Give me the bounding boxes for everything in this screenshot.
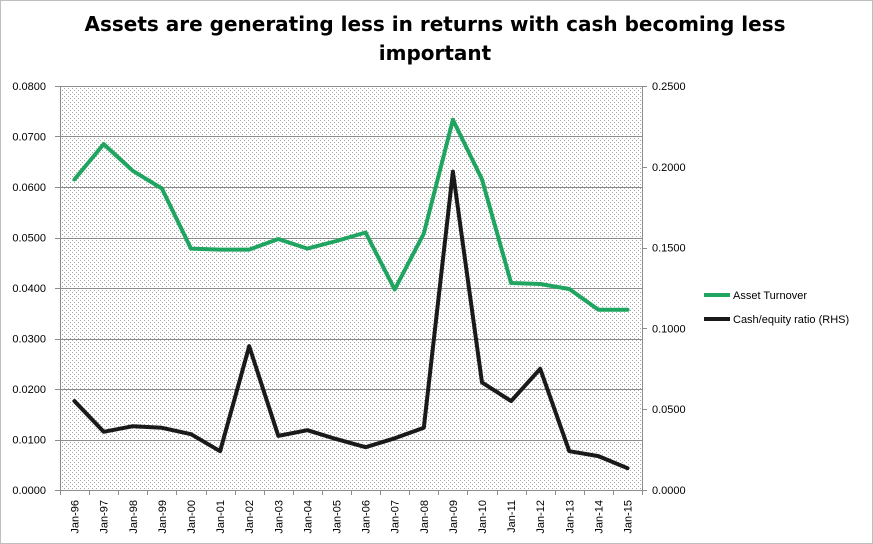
y-left-tick-label: 0.0200 (12, 384, 46, 396)
x-tick-label: Jan-09 (448, 500, 460, 534)
y-left-tick-label: 0.0800 (12, 81, 46, 93)
x-tick-label: Jan-99 (157, 500, 169, 534)
x-tick-label: Jan-97 (99, 500, 111, 534)
legend-label-cash-equity-ratio-rhs: Cash/equity ratio (RHS) (733, 314, 849, 326)
x-tick-label: Jan-11 (506, 500, 518, 533)
y-left-tick-label: 0.0400 (12, 283, 46, 295)
x-tick-label: Jan-06 (361, 500, 373, 534)
x-tick-label: Jan-01 (215, 500, 227, 534)
y-left-tick-label: 0.0000 (12, 485, 46, 497)
chart-title: Assets are generating less in returns wi… (84, 12, 786, 65)
x-tick-label: Jan-04 (302, 500, 314, 534)
x-tick-label: Jan-07 (390, 500, 402, 534)
series-line-asset-turnover (72, 117, 630, 312)
y-right-tick-label: 0.1500 (652, 243, 686, 255)
y-left-tick-label: 0.0300 (12, 334, 46, 346)
x-tick-label: Jan-13 (564, 500, 576, 534)
x-tick-label: Jan-12 (535, 500, 547, 534)
x-tick-label: Jan-08 (419, 500, 431, 534)
x-tick-label: Jan-02 (244, 500, 256, 534)
x-tick-label: Jan-14 (593, 500, 605, 534)
legend-label-asset-turnover: Asset Turnover (733, 290, 807, 302)
y-right-tick-label: 0.0500 (652, 404, 686, 416)
x-tick-label: Jan-00 (186, 500, 198, 534)
x-tick-label: Jan-10 (477, 500, 489, 534)
x-tick-label: Jan-15 (622, 500, 634, 534)
y-left-tick-label: 0.0100 (12, 435, 46, 447)
y-right-tick-label: 0.0000 (652, 485, 686, 497)
x-tick-label: Jan-03 (273, 500, 285, 534)
y-right-tick-label: 0.2000 (652, 162, 686, 174)
x-tick-label: Jan-05 (331, 500, 343, 534)
series-line-cash-equity-ratio-rhs (72, 169, 630, 471)
x-tick-label: Jan-98 (128, 500, 140, 534)
y-left-tick-label: 0.0700 (12, 132, 46, 144)
y-right-tick-label: 0.1000 (652, 323, 686, 335)
y-right-tick-label: 0.2500 (652, 81, 686, 93)
y-left-tick-label: 0.0600 (12, 182, 46, 194)
y-left-tick-label: 0.0500 (12, 233, 46, 245)
x-tick-label: Jan-96 (70, 500, 82, 534)
